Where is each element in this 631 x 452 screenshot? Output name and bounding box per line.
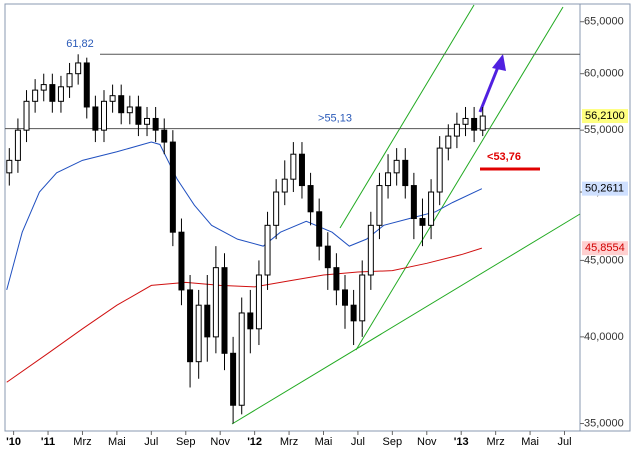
candle-body	[462, 117, 469, 125]
candle-body	[212, 267, 219, 338]
candle-body	[376, 185, 383, 226]
candle-body	[255, 274, 262, 330]
last-value-label: 45,8554	[585, 242, 625, 254]
x-tick-label: Jul	[557, 436, 571, 448]
last-value-box	[582, 109, 628, 124]
y-tick-label: 40,0000	[584, 331, 624, 343]
candle-body	[324, 245, 331, 269]
candle-body	[14, 129, 21, 161]
candle-body	[40, 84, 47, 91]
candle-body	[6, 159, 13, 174]
last-value-box	[582, 241, 628, 256]
candle-body	[49, 84, 56, 102]
level-label: >55,13	[318, 113, 352, 125]
candle-body	[178, 231, 185, 291]
candle-body	[169, 141, 176, 233]
x-tick-label: Jul	[144, 436, 158, 448]
last-value-label: 50,2611	[585, 183, 624, 195]
y-tick-label: 60,0000	[584, 68, 624, 80]
x-tick-label: '13	[454, 436, 469, 448]
candle-body	[187, 289, 194, 363]
arrow	[478, 61, 502, 113]
x-tick-label: Mai	[521, 436, 539, 448]
candle-body	[367, 224, 374, 276]
candle-body	[385, 172, 392, 187]
trend-line	[339, 4, 475, 229]
moving-average	[6, 141, 483, 291]
candle-body	[290, 153, 297, 180]
x-tick-label: Mrz	[280, 436, 298, 448]
candle-body	[144, 117, 151, 125]
y-tick-label: 65,0000	[584, 16, 624, 28]
candle-body	[23, 100, 30, 131]
candle-body	[152, 117, 159, 131]
x-tick-label: '12	[247, 436, 262, 448]
candle-body	[479, 115, 486, 131]
candle-body	[359, 274, 366, 322]
candle-body	[273, 191, 280, 226]
candle-body	[471, 117, 478, 131]
candle-body	[316, 211, 323, 247]
candle-body	[402, 159, 409, 187]
x-tick-label: Mrz	[73, 436, 91, 448]
trend-line	[231, 213, 581, 425]
annotation-label: <53,76	[487, 151, 521, 163]
candle-body	[135, 106, 142, 125]
candle-body	[333, 267, 340, 291]
candle-body	[57, 86, 64, 102]
candle-body	[161, 129, 168, 143]
last-value-label: 56,2100	[585, 110, 625, 122]
level-label: 61,82	[66, 38, 94, 50]
last-value-box	[582, 181, 628, 196]
candle-body	[66, 73, 73, 88]
candle-body	[445, 135, 452, 149]
arrow-head	[492, 54, 506, 71]
candle-body	[247, 312, 254, 330]
candle-body	[109, 95, 116, 102]
x-tick-label: Mai	[108, 436, 126, 448]
candle-body	[410, 185, 417, 220]
candle-body	[126, 106, 133, 114]
candle-body	[83, 62, 90, 108]
candle-body	[221, 267, 228, 354]
x-tick-label: Nov	[417, 436, 437, 448]
candle-body	[238, 312, 245, 406]
candle-body	[100, 100, 107, 131]
x-tick-label: Sep	[176, 436, 196, 448]
candle-body	[204, 304, 211, 338]
moving-average	[6, 247, 483, 383]
candle-body	[264, 224, 271, 276]
y-tick-label: 45,0000	[584, 254, 624, 266]
candle-body	[32, 89, 39, 102]
candle-body	[350, 304, 357, 322]
candle-body	[118, 95, 125, 114]
x-tick-label: Sep	[383, 436, 403, 448]
trend-line	[355, 6, 564, 351]
candle-body	[342, 289, 349, 306]
candle-body	[298, 153, 305, 187]
x-tick-label: Mai	[315, 436, 333, 448]
candle-body	[428, 191, 435, 226]
candle-body	[281, 178, 288, 193]
candle-body	[307, 185, 314, 213]
candle-body	[419, 218, 426, 226]
x-tick-label: '11	[41, 436, 55, 448]
x-tick-label: Nov	[210, 436, 230, 448]
x-tick-label: Jul	[351, 436, 365, 448]
candle-body	[92, 106, 99, 131]
y-tick-label: 55,0000	[584, 124, 624, 136]
y-tick-label: 35,0000	[584, 417, 624, 429]
candle-body	[230, 352, 237, 406]
candle-body	[75, 62, 82, 75]
x-tick-label: '10	[6, 436, 21, 448]
candle-body	[436, 147, 443, 193]
x-tick-label: Mrz	[486, 436, 504, 448]
candle-body	[453, 123, 460, 137]
candle-body	[195, 304, 202, 363]
axis-panel	[579, 3, 631, 432]
candle-body	[393, 159, 400, 174]
